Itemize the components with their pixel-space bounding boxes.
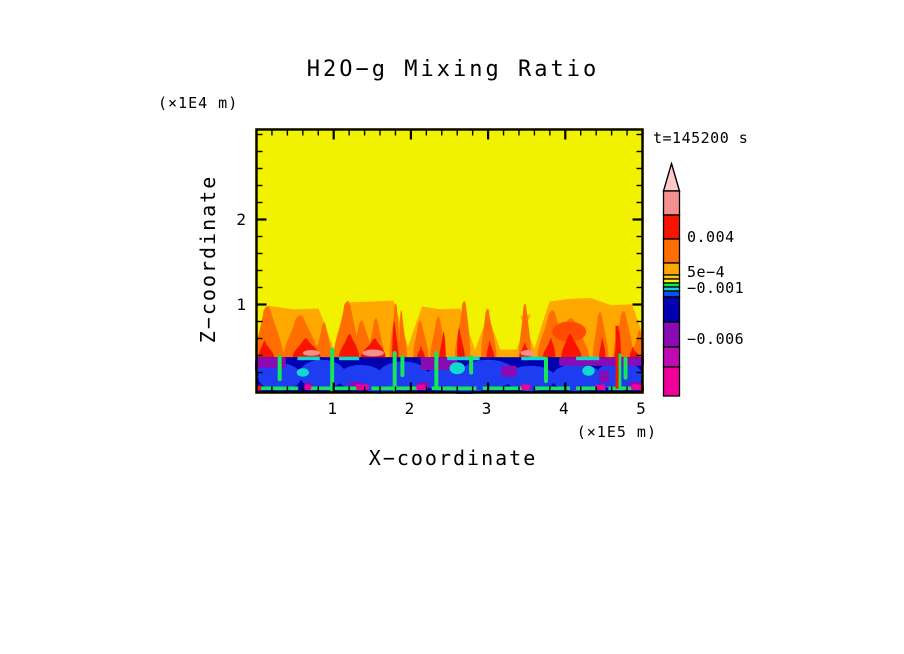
cyan-edge-segment — [297, 356, 320, 361]
orange-plume — [518, 303, 532, 359]
magenta-dot — [304, 384, 312, 390]
colorbar-label-0: 0.004 — [687, 228, 735, 246]
cyan-edge-segment — [339, 356, 360, 361]
red-core — [457, 328, 465, 358]
time-annotation: t=145200 s — [653, 129, 749, 147]
red-core — [439, 331, 446, 358]
purple-patch — [559, 357, 644, 366]
purple-patch — [501, 365, 517, 377]
red-vertical-filament — [615, 325, 619, 389]
orange-plume — [413, 320, 429, 359]
colorbar-segment-cbar_blue — [662, 290, 681, 298]
x-tick-label-5: 5 — [636, 399, 646, 418]
colorbar — [662, 162, 681, 397]
cyan-blob — [449, 362, 465, 375]
bottom-green-segment — [608, 386, 643, 391]
bottom-green-segment — [482, 386, 527, 391]
x-tick-label-4: 4 — [558, 399, 569, 418]
magenta-dot — [630, 384, 641, 390]
red-core — [392, 321, 399, 358]
red-orange-blob — [552, 321, 587, 342]
orange-plume — [315, 322, 332, 359]
colorbar-arrow — [662, 162, 681, 192]
salmon-patch — [520, 349, 535, 356]
red-core — [417, 346, 425, 358]
bottom-green-segment — [371, 386, 427, 391]
colorbar-label-3: −0.006 — [687, 330, 745, 348]
y-tick-label-2: 2 — [236, 209, 246, 229]
red-core — [486, 340, 495, 358]
colorbar-segment-amber — [662, 262, 681, 276]
y-axis-title: Z−coordinate — [196, 174, 220, 344]
x-tick-label-3: 3 — [481, 399, 492, 418]
red-core — [561, 334, 582, 358]
red-core — [339, 334, 360, 358]
contour-plot — [255, 128, 644, 394]
cyan-blob — [582, 365, 595, 376]
colorbar-segment-purple — [662, 321, 681, 348]
orange-plume — [481, 309, 497, 359]
bottom-green-segment — [258, 386, 299, 391]
magenta-dot — [356, 384, 370, 390]
y-axis-unit: (×1E4 m) — [158, 94, 239, 112]
cyan-edge-segment — [521, 356, 546, 361]
purple-patch — [420, 357, 458, 370]
orange-plume — [399, 310, 408, 359]
magenta-dot — [416, 384, 426, 390]
red-core — [599, 337, 606, 358]
y-tick-label-1: 1 — [236, 294, 246, 314]
cyan-edge-segment — [576, 356, 600, 361]
magenta-dot — [521, 384, 531, 390]
red-core — [542, 338, 556, 358]
cyan-edge-segment — [447, 356, 480, 361]
orange-plume — [593, 312, 609, 359]
colorbar-segment-salmon — [662, 190, 681, 216]
colorbar-segment-magenta — [662, 366, 681, 397]
plot-frame — [255, 128, 644, 394]
x-tick-label-1: 1 — [327, 399, 337, 418]
colorbar-segment-violet — [662, 346, 681, 368]
salmon-patch — [362, 349, 384, 357]
red-core — [258, 340, 275, 358]
bottom-green-segment — [534, 386, 570, 391]
magenta-dot — [595, 384, 606, 390]
bottom-green-segment — [431, 386, 477, 391]
x-tick-label-2: 2 — [404, 399, 415, 418]
colorbar-segment-orange — [662, 238, 681, 264]
blue-blob — [505, 365, 556, 392]
colorbar-segment-red — [662, 214, 681, 240]
x-axis-unit: (×1E5 m) — [576, 423, 657, 441]
salmon-patch — [302, 349, 320, 356]
bottom-green-segment — [576, 386, 606, 391]
colorbar-label-1: 5e−4 — [687, 263, 726, 281]
colorbar-segment-navy — [662, 296, 681, 323]
red-dot — [257, 385, 262, 391]
colorbar-label-2: −0.001 — [687, 279, 745, 297]
cyan-blob — [296, 368, 309, 377]
x-axis-title: X−coordinate — [368, 446, 538, 470]
bottom-green-segment — [306, 386, 367, 391]
chart-title: H2O−g Mixing Ratio — [306, 57, 600, 82]
purple-patch — [599, 370, 610, 383]
